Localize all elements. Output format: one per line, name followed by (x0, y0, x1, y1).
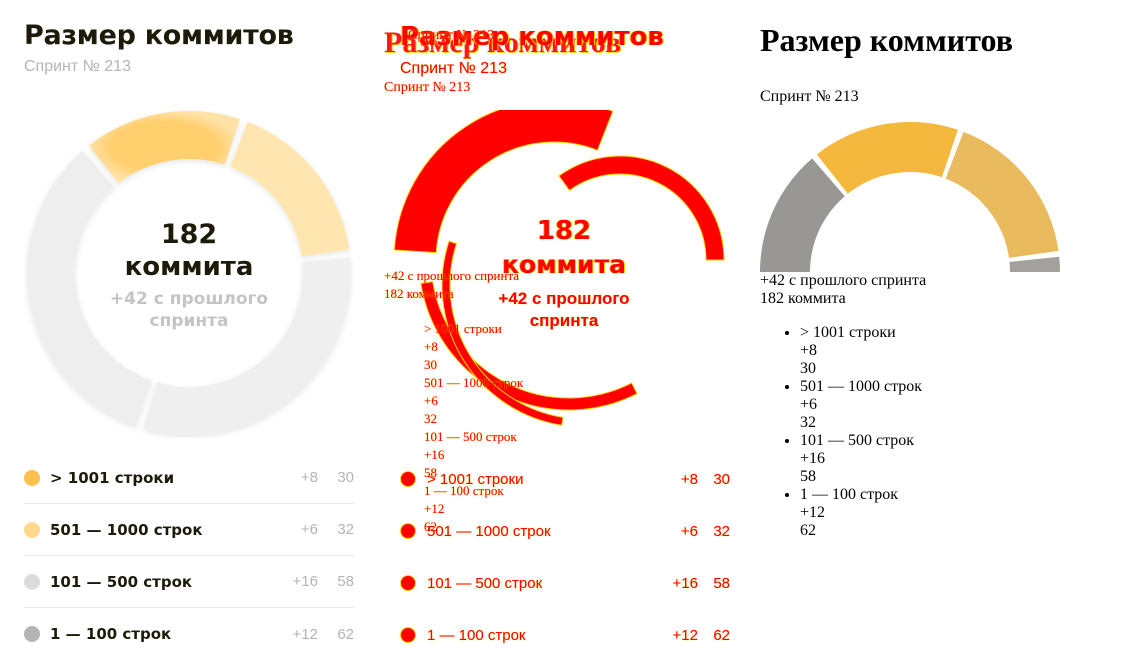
total-commits-unit: коммита (124, 252, 254, 282)
legend-delta: +16 (292, 573, 318, 590)
legend-count: 58 (337, 573, 354, 590)
diff-legend-delta: +16 (672, 574, 698, 592)
legend-label: 1 — 100 строк (50, 625, 172, 643)
diff-arc (393, 110, 614, 254)
legend-row[interactable]: 1 — 100 строк +12 62 (24, 608, 354, 660)
legend-dot (24, 521, 40, 538)
unstyled-total: 182 коммита (760, 290, 846, 307)
legend-dot (24, 626, 40, 642)
diff-ghost-subtitle: Спринт № 213 (408, 28, 495, 43)
diff-legend-delta: +6 (680, 522, 698, 540)
legend-count: 30 (337, 469, 354, 486)
unstyled-donut-segment (1009, 256, 1060, 272)
delta-from-previous: +42 с прошлого спринта (109, 289, 269, 331)
panel-unstyled: Размер коммитов Спринт № 213 +42 с прошл… (760, 18, 1100, 540)
panel-rendered: Размер коммитов Спринт № 213 182 коммита… (24, 18, 354, 643)
legend-label: > 1001 строки (50, 468, 175, 487)
legend-count: 32 (337, 521, 354, 538)
unstyled-donut-svg (760, 122, 1060, 272)
legend-dot (24, 469, 40, 486)
diff-legend-count: 62 (713, 626, 730, 644)
diff-legend-label: 101 — 500 строк (427, 574, 543, 592)
donut-svg (26, 111, 352, 435)
diff-legend-label: 1 — 100 строк (427, 626, 526, 644)
unstyled-delta: +42 с прошлого спринта (760, 272, 927, 289)
donut-segment[interactable] (26, 150, 152, 426)
diff-legend-label: 501 — 1000 строк (427, 522, 551, 540)
diff-delta: +42 с прошлого спринта (498, 289, 630, 330)
legend-row[interactable]: 501 — 1000 строк +6 32 (24, 504, 354, 556)
legend-delta: +8 (300, 469, 318, 486)
diff-arc (441, 240, 564, 426)
donut-chart: 182 коммита +42 с прошлого спринта (24, 108, 354, 438)
legend-list: > 1001 строки +8 30 501 — 1000 строк +6 … (24, 452, 354, 660)
page-title: Размер коммитов (24, 20, 294, 51)
diff-legend-row: 1 — 100 строк +12 62 (384, 620, 730, 650)
diff-legend-dot (401, 628, 415, 642)
diff-legend-dot (401, 576, 415, 590)
diff-subtitle-serif: Спринт № 213 (384, 80, 471, 95)
unstyled-title: Размер коммитов (760, 22, 1013, 58)
donut-center: 182 коммита +42 с прошлого спринта (24, 218, 354, 332)
unstyled-list: > 1001 строки+830 501 — 1000 строк+632 1… (760, 324, 1100, 540)
diff-legend-row: 501 — 1000 строк +6 32 (384, 516, 730, 546)
legend-row[interactable]: > 1001 строки +8 30 (24, 452, 354, 504)
total-commits: 182 (160, 219, 218, 250)
diff-total-unit: коммита (502, 250, 626, 279)
legend-delta: +12 (292, 625, 318, 643)
diff-ghost-delta: +42 с прошлого спринта (384, 268, 520, 283)
diff-arcs (393, 110, 725, 426)
diff-ghost-total: 182 коммита (384, 286, 454, 301)
diff-legend-delta: +12 (672, 626, 698, 644)
legend-count: 62 (337, 625, 354, 643)
diff-legend-row: > 1001 строки +8 30 (384, 464, 730, 494)
donut-segment[interactable] (230, 121, 350, 257)
unstyled-list-item: 501 — 1000 строк+632 (800, 378, 1100, 432)
diff-total: 182 (536, 216, 592, 246)
diff-legend-count: 32 (713, 522, 730, 540)
donut-segment[interactable] (88, 111, 240, 184)
legend-label: 101 — 500 строк (50, 572, 193, 591)
donut-segment[interactable] (143, 257, 352, 435)
panel-diff: Размер коммитов Размер коммитов Спринт №… (384, 18, 730, 658)
legend-label: 501 — 1000 строк (50, 520, 203, 539)
diff-subtitle-sans: Спринт № 213 (400, 60, 507, 77)
diff-legend-row: 101 — 500 строк +16 58 (384, 568, 730, 598)
unstyled-donut-segment (816, 122, 958, 194)
diff-legend-dot (401, 472, 415, 486)
diff-legend-count: 58 (713, 574, 730, 592)
unstyled-list-item: > 1001 строки+830 (800, 324, 1100, 378)
unstyled-donut (760, 122, 1060, 272)
unstyled-subtitle: Спринт № 213 (760, 88, 859, 105)
page-subtitle: Спринт № 213 (24, 58, 131, 75)
legend-dot (24, 573, 40, 590)
diff-legend-count: 30 (713, 470, 730, 488)
legend-delta: +6 (300, 521, 318, 538)
diff-legend-label: > 1001 строки (427, 470, 524, 488)
diff-legend-dot (401, 524, 415, 538)
diff-ghost-list: > 1001 строки +8 30 501 — 1000 строк +6 32 1… (424, 321, 524, 534)
unstyled-donut-segment (945, 131, 1059, 258)
legend-row[interactable]: 101 — 500 строк +16 58 (24, 556, 354, 608)
diff-arc (558, 155, 725, 261)
diff-legend-delta: +8 (680, 470, 698, 488)
diff-title-serif: Размер коммитов (384, 26, 622, 59)
unstyled-donut-segment (760, 158, 845, 272)
diff-title-sans: Размер коммитов (400, 22, 664, 52)
diff-arc (420, 281, 638, 411)
